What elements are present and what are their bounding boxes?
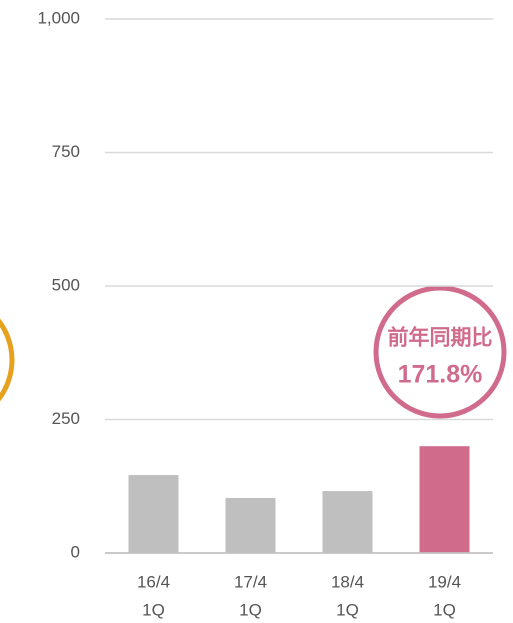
y-tick-label: 0 [71,542,80,561]
y-tick-label: 250 [52,409,80,428]
decoration-circle [0,318,15,402]
x-tick-label: 1Q [336,600,359,619]
y-tick-label: 750 [52,142,80,161]
x-tick-label: 1Q [433,600,456,619]
x-tick-label: 1Q [239,600,262,619]
annotation-label: 前年同期比 [388,326,493,350]
bar [128,475,179,553]
bar [419,446,470,553]
x-tick-label: 18/4 [331,572,364,591]
y-tick-label: 500 [52,275,80,294]
x-tick-label: 16/4 [137,572,170,591]
annotation-value: 171.8% [398,361,483,389]
bar [225,497,276,553]
x-tick-label: 17/4 [234,572,267,591]
x-tick-label: 19/4 [428,572,461,591]
annotation-circle [373,285,507,419]
x-tick-label: 1Q [142,600,165,619]
bar [322,491,373,553]
y-tick-label: 1,000 [37,8,80,27]
